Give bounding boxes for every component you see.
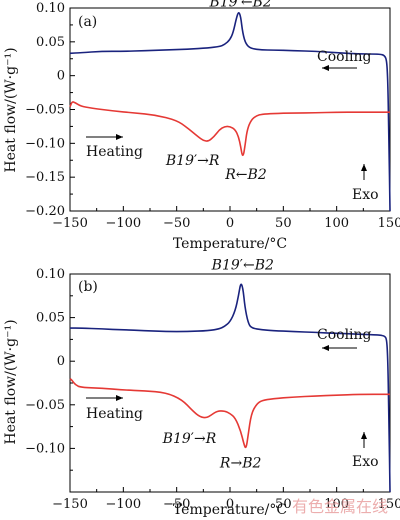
panel-a: −150 −100 −50 0 50 100 150 −0.20 −0.15 −0.10 −0.0… [3, 0, 400, 252]
heating-label: Heating [86, 406, 143, 422]
y-axis-title: Heat flow/(W·g⁻¹) [3, 47, 19, 172]
x-axis-title: Temperature/°C [173, 236, 287, 252]
panel-tag: (a) [78, 14, 97, 30]
transition-label: B19′→R [162, 431, 217, 447]
x-tick-label: 100 [324, 216, 349, 231]
x-tick-label: −150 [52, 216, 88, 231]
transition-label: R→B2 [219, 456, 262, 472]
heating-peak-2-annotation: R→B2 [219, 456, 262, 472]
cooling-arrowhead [322, 65, 329, 71]
series-heating-line [69, 101, 390, 157]
x-tick-label: 100 [324, 497, 349, 512]
exo-label: Exo [352, 187, 379, 203]
cooling-legend: Cooling [317, 327, 372, 351]
x-tick-label: 50 [275, 216, 292, 231]
y-tick-label: −0.05 [25, 103, 65, 118]
exo-indicator: Exo [352, 164, 379, 203]
x-tick-label: 150 [378, 216, 400, 231]
x-tick-label: 150 [378, 497, 400, 512]
x-tick-label: −100 [105, 216, 141, 231]
y-tick-label: 0.05 [36, 35, 65, 50]
heating-arrowhead [116, 395, 123, 401]
x-axis: −150 −100 −50 0 50 100 150 [52, 487, 400, 512]
y-tick-label: 0.10 [36, 267, 65, 282]
series-heating-line [69, 377, 390, 449]
panel-b: −150 −100 −50 0 50 100 150 −0.10 −0.05 0 0.05 0.10… [3, 258, 400, 518]
x-tick-label: 50 [275, 497, 292, 512]
x-axis: −150 −100 −50 0 50 100 150 [52, 206, 400, 231]
x-tick-label: −50 [163, 216, 190, 231]
heating-legend: Heating [86, 395, 143, 422]
y-axis: −0.20 −0.15 −0.10 −0.05 0 0.05 0.10 [25, 1, 75, 219]
cooling-peak-annotation: B19′←B2 [209, 0, 272, 11]
y-tick-label: 0.05 [36, 311, 65, 326]
series-cooling-line [70, 283, 391, 493]
cooling-label: Cooling [317, 327, 372, 343]
y-tick-label: −0.20 [25, 204, 65, 219]
y-tick-label: −0.05 [25, 398, 65, 413]
x-tick-label: 0 [226, 216, 234, 231]
heating-legend: Heating [86, 134, 143, 160]
exo-arrowhead [361, 164, 367, 171]
cooling-arrowhead [322, 345, 329, 351]
x-axis-title: Temperature/°C [173, 502, 287, 518]
transition-label: B19′→R [165, 153, 220, 169]
x-tick-label: 0 [226, 497, 234, 512]
transition-label: R←B2 [224, 167, 267, 183]
cooling-legend: Cooling [317, 49, 372, 71]
exo-arrowhead [361, 432, 367, 439]
cooling-peak-annotation: B19′←B2 [211, 258, 274, 274]
y-tick-label: 0.10 [36, 1, 65, 16]
y-tick-label: 0 [57, 69, 65, 84]
series-layer [69, 283, 391, 493]
heating-arrowhead [116, 134, 123, 140]
x-tick-label: −100 [105, 497, 141, 512]
heating-peak-2-annotation: R←B2 [224, 167, 267, 183]
y-tick-label: −0.15 [25, 170, 65, 185]
y-axis: −0.10 −0.05 0 0.05 0.10 [25, 267, 75, 471]
series-cooling-line [69, 12, 391, 212]
heating-peak-1-annotation: B19′→R [162, 431, 217, 447]
y-tick-label: 0 [57, 354, 65, 369]
y-tick-label: −0.10 [25, 136, 65, 151]
series-layer [69, 12, 391, 212]
y-axis-title: Heat flow/(W·g⁻¹) [3, 319, 19, 444]
watermark: 有色金属在线 [292, 497, 388, 516]
transition-label: B19′←B2 [209, 0, 272, 11]
transition-label: B19′←B2 [211, 258, 274, 274]
heating-label: Heating [86, 144, 143, 160]
x-tick-label: −150 [52, 497, 88, 512]
panel-tag: (b) [78, 279, 98, 295]
exo-label: Exo [352, 454, 379, 470]
cooling-label: Cooling [317, 49, 372, 65]
y-tick-label: −0.10 [25, 441, 65, 456]
heating-peak-1-annotation: B19′→R [165, 153, 220, 169]
exo-indicator: Exo [352, 432, 379, 470]
x-tick-label: −50 [163, 497, 190, 512]
